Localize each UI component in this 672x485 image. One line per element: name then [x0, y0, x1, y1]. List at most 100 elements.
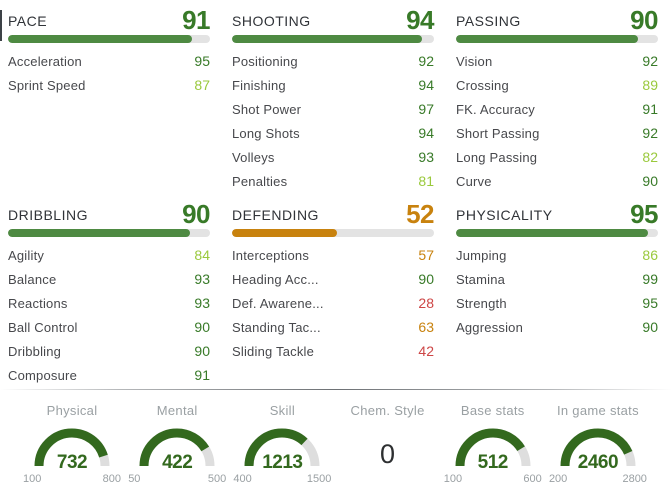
stat-row: Positioning 92	[232, 49, 434, 73]
gauge-range: 200 2800	[548, 473, 648, 485]
section-progress-bar	[232, 229, 434, 237]
stat-label: Composure	[8, 367, 77, 383]
gauge-fill-arc	[139, 428, 215, 467]
gauge-fill-arc	[244, 428, 320, 467]
section-rows: Acceleration 95 Sprint Speed 87	[8, 49, 210, 97]
section-rating: 95	[630, 198, 658, 229]
stat-row: Def. Awarene... 28	[232, 291, 434, 315]
stat-value: 87	[194, 77, 210, 93]
section-rating: 91	[182, 4, 210, 35]
section-rows: Agility 84 Balance 93 Reactions 93 Ball …	[8, 243, 210, 387]
section-rows: Jumping 86 Stamina 99 Strength 95 Aggres…	[456, 243, 658, 339]
gauge-value: 422	[162, 452, 193, 473]
gauge-label: Skill	[269, 403, 296, 418]
gauge-min: 50	[128, 473, 141, 485]
stat-label: Acceleration	[8, 53, 82, 69]
stat-section: SHOOTING 94 Positioning 92 Finishing 94 …	[232, 5, 434, 193]
stat-value: 91	[642, 101, 658, 117]
stat-value: 93	[194, 295, 210, 311]
section-header: PASSING 90	[456, 5, 658, 32]
summary-gauge: Skill 1213 400 1500	[232, 403, 332, 485]
summary-gauge: Mental 422 50 500	[127, 403, 227, 485]
stat-label: Long Passing	[456, 149, 538, 165]
summary-gauge: In game stats 2460 200 2800	[548, 403, 648, 485]
section-header: DEFENDING 52	[232, 199, 434, 226]
stat-label: Penalties	[232, 173, 288, 189]
stat-label: Heading Acc...	[232, 271, 319, 287]
stat-section: DEFENDING 52 Interceptions 57 Heading Ac…	[232, 199, 434, 387]
section-header: SHOOTING 94	[232, 5, 434, 32]
stat-section: PACE 91 Acceleration 95 Sprint Speed 87	[8, 5, 210, 193]
section-title: DRIBBLING	[8, 207, 88, 223]
section-progress-fill	[456, 35, 638, 43]
stat-row: Penalties 81	[232, 169, 434, 193]
stat-section: PASSING 90 Vision 92 Crossing 89 FK. Acc…	[456, 5, 658, 193]
stat-row: Balance 93	[8, 267, 210, 291]
gauge-arc: 422	[132, 424, 222, 473]
stat-label: Stamina	[456, 271, 506, 287]
stat-label: Def. Awarene...	[232, 295, 324, 311]
section-rating: 94	[406, 4, 434, 35]
gauge-value: 2460	[577, 452, 619, 473]
section-header: PACE 91	[8, 5, 210, 32]
stat-row: Shot Power 97	[232, 97, 434, 121]
stat-label: Reactions	[8, 295, 68, 311]
stat-label: Dribbling	[8, 343, 62, 359]
stat-row: Crossing 89	[456, 73, 658, 97]
stat-row: Vision 92	[456, 49, 658, 73]
stat-value: 81	[418, 173, 434, 189]
section-rows: Vision 92 Crossing 89 FK. Accuracy 91 Sh…	[456, 49, 658, 193]
section-progress-bar	[232, 35, 434, 43]
gauge-value: 732	[56, 452, 88, 473]
stat-value: 92	[642, 125, 658, 141]
section-progress-fill	[232, 229, 338, 237]
stat-value: 89	[642, 77, 658, 93]
stats-grid: PACE 91 Acceleration 95 Sprint Speed 87 …	[8, 5, 658, 387]
stat-row: Interceptions 57	[232, 243, 434, 267]
stat-value: 84	[194, 247, 210, 263]
stat-label: Sliding Tackle	[232, 343, 315, 359]
gauge-max: 600	[523, 473, 542, 485]
stat-label: Aggression	[456, 319, 524, 335]
section-progress-bar	[456, 229, 658, 237]
section-progress-bar	[456, 35, 658, 43]
section-header: PHYSICALITY 95	[456, 199, 658, 226]
gauge-value: 512	[477, 452, 509, 473]
summary-gauge: Chem. Style 0	[338, 403, 438, 485]
stat-row: Ball Control 90	[8, 315, 210, 339]
stat-value: 28	[418, 295, 434, 311]
section-progress-bar	[8, 229, 210, 237]
gauge-label: In game stats	[556, 403, 639, 418]
gauge-range: 50 500	[127, 473, 227, 485]
stat-value: 90	[194, 343, 210, 359]
gauge-arc-svg	[455, 428, 531, 467]
section-header: DRIBBLING 90	[8, 199, 210, 226]
stat-value: 92	[418, 53, 434, 69]
stat-value: 90	[642, 173, 658, 189]
stat-value: 93	[194, 271, 210, 287]
gauge-label: Base stats	[460, 403, 525, 418]
gauge-max: 500	[207, 473, 227, 485]
stat-value: 91	[194, 367, 210, 383]
gauge-arc-svg	[139, 428, 215, 467]
stat-value: 97	[418, 101, 434, 117]
stat-value: 42	[418, 343, 434, 359]
gauge-arc-svg	[244, 428, 320, 467]
section-title: PACE	[8, 13, 48, 29]
gauge-arc-svg	[34, 428, 110, 467]
stat-row: Short Passing 92	[456, 121, 658, 145]
gauge-min: 200	[548, 473, 568, 485]
gauge-value: 0	[380, 439, 396, 469]
gauge-min: 100	[443, 473, 463, 485]
stat-row: Long Shots 94	[232, 121, 434, 145]
stat-value: 94	[418, 77, 434, 93]
stat-value: 57	[418, 247, 434, 263]
section-rows: Positioning 92 Finishing 94 Shot Power 9…	[232, 49, 434, 193]
stat-label: Volleys	[232, 149, 275, 165]
stat-row: Aggression 90	[456, 315, 658, 339]
gauge-range: 100 800	[22, 473, 122, 485]
section-rows: Interceptions 57 Heading Acc... 90 Def. …	[232, 243, 434, 363]
stat-value: 86	[642, 247, 658, 263]
stat-section: DRIBBLING 90 Agility 84 Balance 93 React…	[8, 199, 210, 387]
footer-divider	[0, 389, 672, 390]
